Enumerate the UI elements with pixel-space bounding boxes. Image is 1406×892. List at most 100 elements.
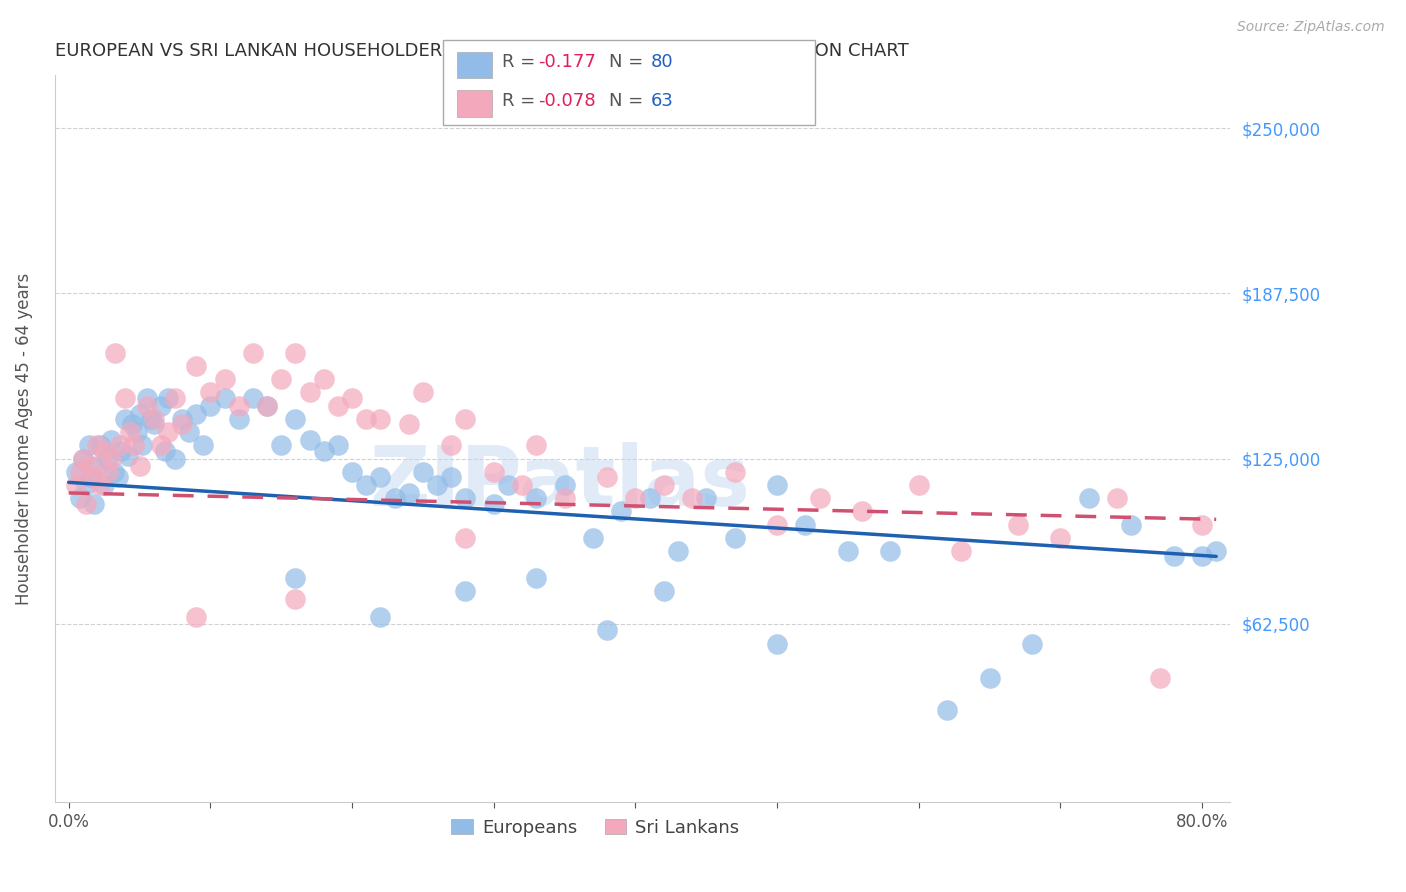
Point bbox=[125, 425, 148, 439]
Point bbox=[596, 624, 619, 638]
Point bbox=[65, 465, 87, 479]
Point bbox=[214, 391, 236, 405]
Point bbox=[100, 451, 122, 466]
Point bbox=[114, 412, 136, 426]
Point bbox=[83, 470, 105, 484]
Point bbox=[72, 451, 94, 466]
Point bbox=[398, 417, 420, 432]
Point bbox=[142, 417, 165, 432]
Point bbox=[193, 438, 215, 452]
Point bbox=[851, 504, 873, 518]
Point bbox=[270, 438, 292, 452]
Point bbox=[1163, 549, 1185, 564]
Point bbox=[440, 438, 463, 452]
Point bbox=[72, 451, 94, 466]
Point bbox=[1077, 491, 1099, 506]
Point bbox=[139, 412, 162, 426]
Text: R =: R = bbox=[502, 54, 541, 71]
Point bbox=[482, 496, 505, 510]
Point bbox=[638, 491, 661, 506]
Point bbox=[69, 465, 91, 479]
Point bbox=[766, 478, 789, 492]
Point bbox=[666, 544, 689, 558]
Point bbox=[1191, 549, 1213, 564]
Point bbox=[93, 443, 115, 458]
Point bbox=[440, 470, 463, 484]
Point bbox=[128, 407, 150, 421]
Point bbox=[510, 478, 533, 492]
Point bbox=[582, 531, 605, 545]
Point bbox=[879, 544, 901, 558]
Point bbox=[104, 346, 127, 360]
Text: Source: ZipAtlas.com: Source: ZipAtlas.com bbox=[1237, 20, 1385, 34]
Point bbox=[524, 491, 547, 506]
Point bbox=[398, 486, 420, 500]
Point bbox=[242, 391, 264, 405]
Text: 63: 63 bbox=[651, 92, 673, 110]
Point bbox=[298, 433, 321, 447]
Point bbox=[326, 399, 349, 413]
Point bbox=[156, 425, 179, 439]
Point bbox=[110, 443, 132, 458]
Point bbox=[1049, 531, 1071, 545]
Point bbox=[1007, 517, 1029, 532]
Point bbox=[907, 478, 929, 492]
Point bbox=[312, 372, 335, 386]
Point bbox=[454, 531, 477, 545]
Point bbox=[142, 412, 165, 426]
Point bbox=[808, 491, 831, 506]
Point bbox=[242, 346, 264, 360]
Text: -0.078: -0.078 bbox=[538, 92, 596, 110]
Point bbox=[135, 391, 157, 405]
Point bbox=[412, 385, 434, 400]
Point bbox=[163, 451, 186, 466]
Point bbox=[681, 491, 703, 506]
Point bbox=[228, 412, 250, 426]
Point bbox=[454, 412, 477, 426]
Point bbox=[354, 412, 377, 426]
Point bbox=[524, 438, 547, 452]
Point bbox=[340, 391, 363, 405]
Point bbox=[284, 591, 307, 606]
Point bbox=[89, 438, 111, 452]
Point bbox=[284, 570, 307, 584]
Point bbox=[131, 438, 153, 452]
Point bbox=[652, 478, 675, 492]
Text: N =: N = bbox=[609, 92, 648, 110]
Text: EUROPEAN VS SRI LANKAN HOUSEHOLDER INCOME AGES 45 - 64 YEARS CORRELATION CHART: EUROPEAN VS SRI LANKAN HOUSEHOLDER INCOM… bbox=[55, 42, 908, 60]
Text: N =: N = bbox=[609, 54, 648, 71]
Point bbox=[121, 417, 143, 432]
Point bbox=[384, 491, 406, 506]
Point bbox=[75, 478, 97, 492]
Point bbox=[284, 346, 307, 360]
Point bbox=[554, 491, 576, 506]
Point bbox=[108, 438, 131, 452]
Point bbox=[114, 391, 136, 405]
Point bbox=[149, 399, 172, 413]
Point bbox=[200, 385, 222, 400]
Point bbox=[723, 465, 745, 479]
Y-axis label: Householder Income Ages 45 - 64 years: Householder Income Ages 45 - 64 years bbox=[15, 273, 32, 605]
Point bbox=[1191, 517, 1213, 532]
Point bbox=[170, 417, 193, 432]
Point bbox=[454, 491, 477, 506]
Point bbox=[270, 372, 292, 386]
Point bbox=[950, 544, 973, 558]
Point bbox=[652, 583, 675, 598]
Point bbox=[524, 570, 547, 584]
Point bbox=[186, 359, 208, 373]
Point bbox=[370, 610, 392, 624]
Point bbox=[354, 478, 377, 492]
Point bbox=[340, 465, 363, 479]
Point bbox=[122, 438, 145, 452]
Point bbox=[979, 671, 1001, 685]
Point bbox=[118, 425, 141, 439]
Point bbox=[1205, 544, 1227, 558]
Point bbox=[103, 465, 125, 479]
Point bbox=[766, 517, 789, 532]
Point bbox=[624, 491, 647, 506]
Point bbox=[65, 478, 87, 492]
Legend: Europeans, Sri Lankans: Europeans, Sri Lankans bbox=[444, 812, 747, 844]
Point bbox=[1121, 517, 1143, 532]
Text: 80: 80 bbox=[651, 54, 673, 71]
